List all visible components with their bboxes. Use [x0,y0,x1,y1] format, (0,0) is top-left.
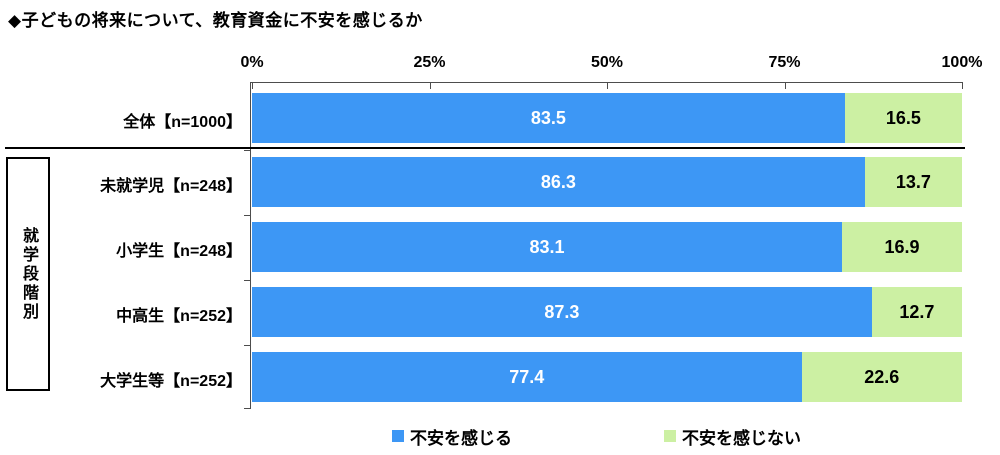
legend-swatch-icon [664,430,676,442]
axis-tick [244,344,251,346]
axis-tick [244,279,251,281]
bar-value-label: 83.1 [529,236,565,257]
bar-value-label: 87.3 [544,301,580,322]
bar-segment-anxious: 87.3 [252,287,872,337]
legend-swatch-icon [392,430,404,442]
bar-segment-anxious: 83.1 [252,222,842,272]
category-label: 中高生【n=252】 [116,308,242,325]
x-axis-tick-label: 0% [240,54,264,71]
bar-segment-anxious: 77.4 [252,352,802,402]
x-axis-tick-label: 100% [941,54,983,71]
group-label-box: 就学段階別 [6,157,50,391]
bar-segment-not-anxious: 16.9 [842,222,962,272]
bar-segment-not-anxious: 16.5 [844,93,962,143]
bar-value-label: 83.5 [530,107,566,128]
axis-tick [962,82,963,89]
bar-value-label: 77.4 [509,366,545,387]
bar-value-label: 16.5 [885,107,921,128]
axis-tick [429,82,431,89]
axis-tick [607,82,608,89]
legend-item: 不安を感じる [392,424,512,448]
axis-tick [244,408,251,409]
bar-value-label: 86.3 [540,171,576,192]
bar-segment-not-anxious: 22.6 [801,352,962,402]
overall-separator-line [5,147,965,149]
axis-tick [244,150,251,151]
y-axis-line [250,82,251,408]
bar-segment-anxious: 83.5 [252,93,845,143]
legend-label: 不安を感じる [410,428,512,448]
category-label: 大学生等【n=252】 [100,373,242,390]
bar-value-label: 12.7 [899,301,935,322]
chart-title: ◆子どもの将来について、教育資金に不安を感じるか [8,11,423,30]
group-label: 就学段階別 [20,226,37,322]
legend-label: 不安を感じない [682,428,801,448]
x-axis-tick-label: 75% [768,54,801,71]
category-label: 小学生【n=248】 [116,243,242,260]
x-axis-tick-label: 50% [590,54,624,71]
bar-segment-not-anxious: 13.7 [864,157,962,207]
axis-tick [784,82,786,89]
bar-value-label: 16.9 [884,236,920,257]
axis-tick [244,214,251,216]
x-axis-line [250,82,962,83]
bar-value-label: 22.6 [864,366,900,387]
bar-segment-not-anxious: 12.7 [871,287,962,337]
legend-item: 不安を感じない [664,424,801,448]
axis-tick [252,82,253,89]
x-axis-tick-label: 25% [413,54,446,71]
category-label: 未就学児【n=248】 [100,178,242,195]
category-label: 全体【n=1000】 [123,114,242,131]
bar-value-label: 13.7 [895,171,931,192]
bar-segment-anxious: 86.3 [252,157,865,207]
legend: 不安を感じる 不安を感じない [0,424,1000,448]
